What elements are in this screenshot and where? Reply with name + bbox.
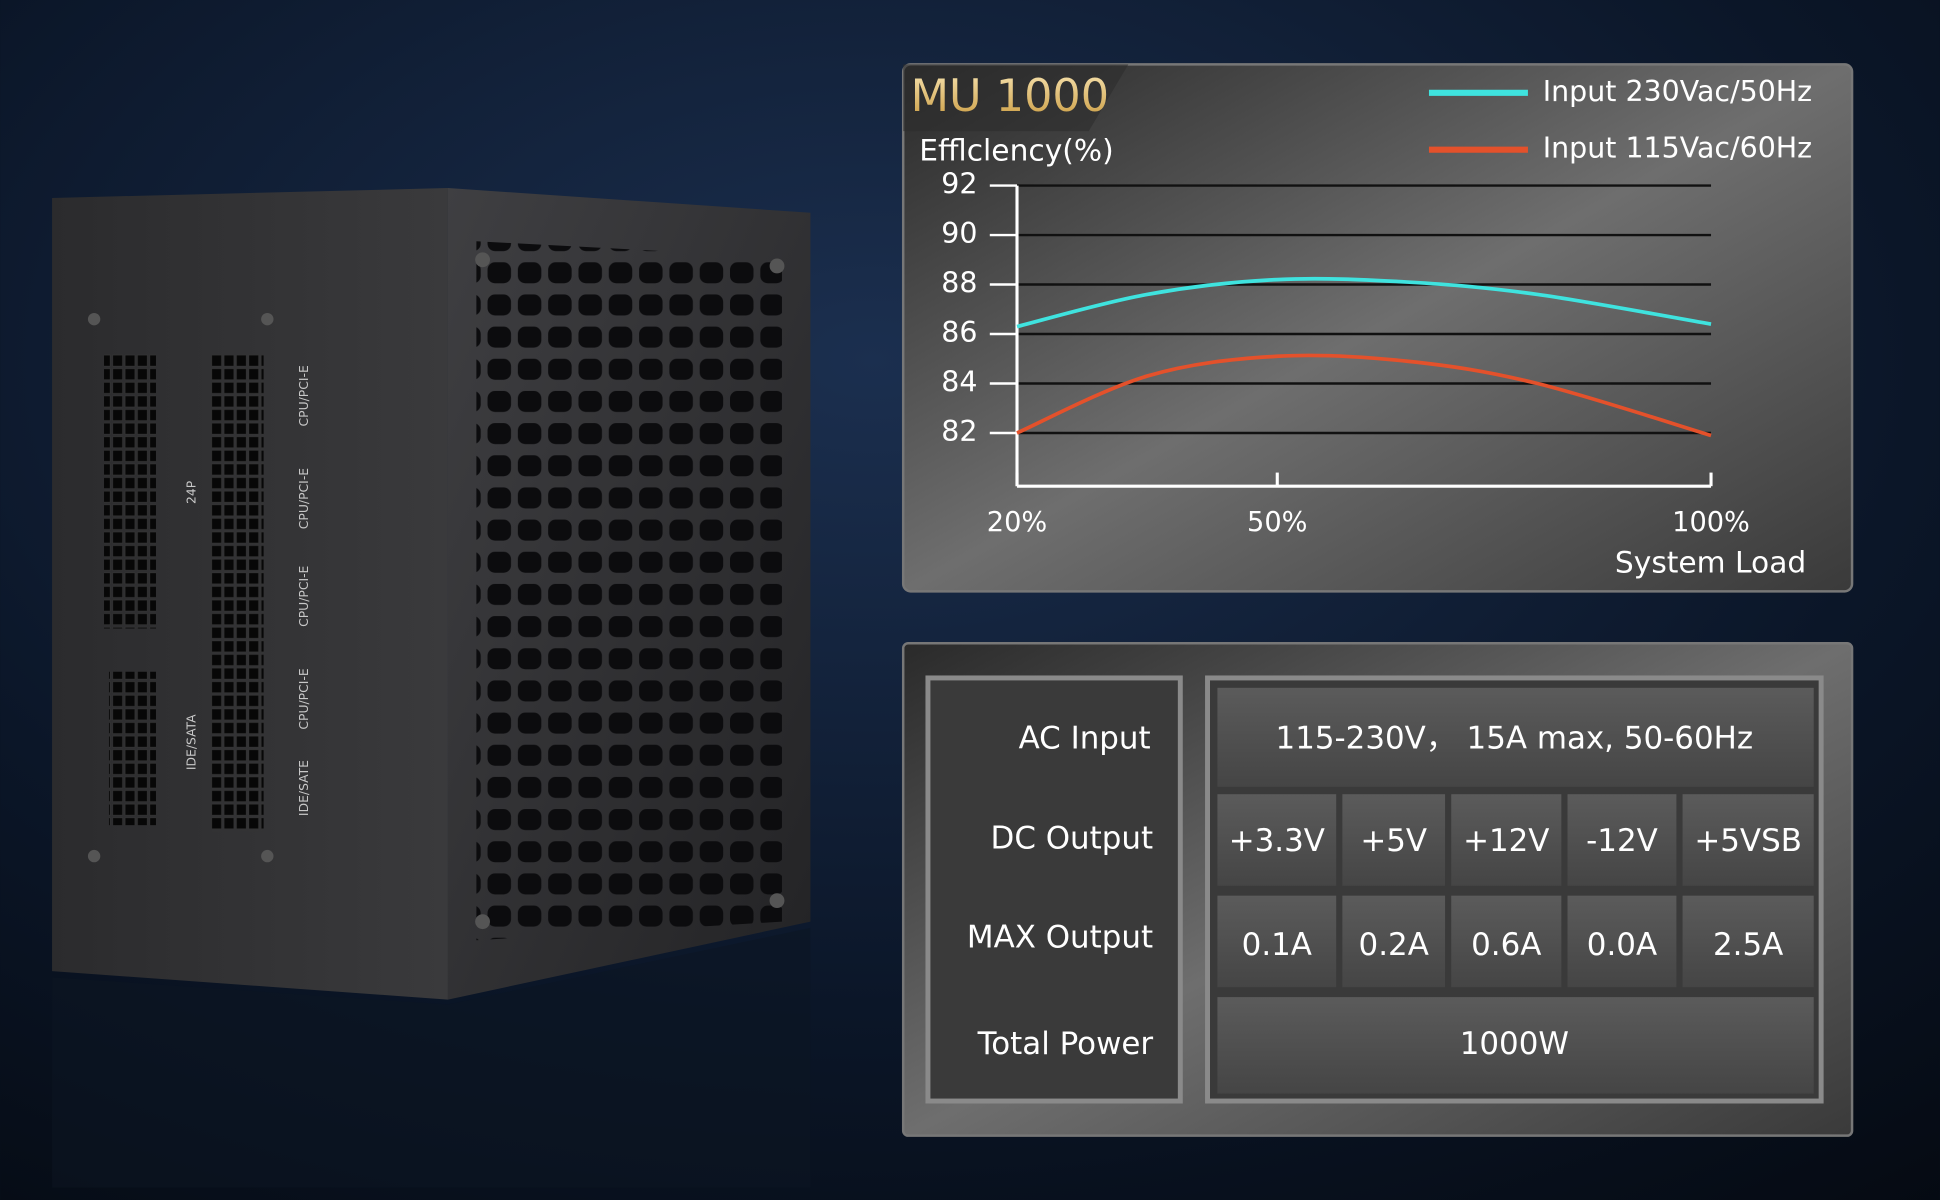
cell [1217, 687, 1814, 787]
total-power: 1000W [1460, 1026, 1569, 1062]
cell [1451, 895, 1562, 988]
max-output: 0.0A [1587, 927, 1657, 963]
screw [87, 312, 101, 326]
psu: 24P IDE/SATA CPU/PCI-E CPU/PCI-E CPU/PCI… [52, 188, 811, 1188]
x-tick-label: 100% [1672, 507, 1750, 538]
cell [1682, 895, 1814, 988]
max-output: 2.5A [1713, 927, 1783, 963]
cell [1217, 895, 1337, 988]
screw [769, 258, 785, 274]
cell [1451, 794, 1562, 886]
chart-title: MU 1000 [911, 70, 1109, 122]
max-output: 0.1A [1242, 927, 1312, 963]
connector [211, 353, 264, 832]
psu-grille [476, 241, 782, 941]
connector-label: 24P [184, 480, 198, 504]
dc-output: -12V [1586, 823, 1658, 859]
y-tick-label: 82 [941, 415, 977, 448]
dc-output: +5V [1360, 823, 1427, 859]
spec-table: AC Input DC Output MAX Output Total Powe… [901, 642, 1854, 1137]
row-label: MAX Output [967, 919, 1153, 955]
cell [1567, 895, 1677, 988]
series-line [1016, 353, 1712, 438]
connector-label: CPU/PCI-E [297, 365, 311, 426]
chart: MU 1000 Efflclency(%) System Load 82 84 86… [901, 63, 1854, 593]
screw [261, 312, 274, 326]
reflection [52, 927, 811, 1188]
y-tick-label: 92 [941, 168, 977, 201]
cell [1217, 997, 1814, 1094]
x-tick-label: 20% [987, 507, 1047, 538]
dc-output: +12V [1463, 823, 1549, 859]
chart-panel [901, 63, 1854, 593]
cell [1342, 895, 1446, 988]
row-label: DC Output [991, 820, 1154, 856]
screw [769, 893, 785, 909]
connector-label: CPU/PCI-E [297, 468, 311, 529]
dc-output: +3.3V [1229, 823, 1325, 859]
dc-output: +5VSB [1694, 823, 1802, 859]
cell [1682, 794, 1814, 886]
output-cells: +3.3V +5V +12V -12V +5VSB 0.1A 0.2A 0.6A 0.0A 2.5… [1217, 794, 1814, 988]
connector-label: IDE/SATE [297, 760, 311, 816]
legend-label: Input 230Vac/50Hz [1543, 75, 1812, 108]
y-tick-label: 88 [941, 267, 977, 300]
cell [1567, 794, 1677, 886]
screw [475, 914, 490, 930]
ac-input: 115-230V， 15A max, 50-60Hz [1276, 720, 1754, 756]
x-axis-title: System Load [1615, 546, 1806, 581]
connector-label: CPU/PCI-E [297, 668, 311, 729]
screw [261, 849, 274, 863]
connector [108, 671, 156, 826]
title-tab [903, 64, 1129, 132]
y-tick-label: 90 [941, 217, 977, 250]
cell [1342, 794, 1446, 886]
row-label: AC Input [1019, 720, 1151, 756]
series-line [1016, 276, 1712, 329]
y-tick-label: 86 [941, 316, 977, 349]
x-tick-label: 50% [1247, 507, 1307, 538]
connector-label: CPU/PCI-E [297, 565, 311, 626]
cell [1217, 794, 1337, 886]
y-axis-title: Efflclency(%) [919, 134, 1113, 169]
max-output: 0.6A [1471, 927, 1541, 963]
row-label: Total Power [977, 1026, 1154, 1062]
screw [475, 252, 490, 268]
connector [104, 353, 156, 629]
screw [87, 849, 101, 863]
connector-label: IDE/SATA [184, 714, 198, 770]
legend-label: Input 115Vac/60Hz [1543, 132, 1812, 165]
label-box [925, 675, 1183, 1104]
y-tick-label: 84 [941, 366, 977, 399]
max-output: 0.2A [1359, 927, 1429, 963]
